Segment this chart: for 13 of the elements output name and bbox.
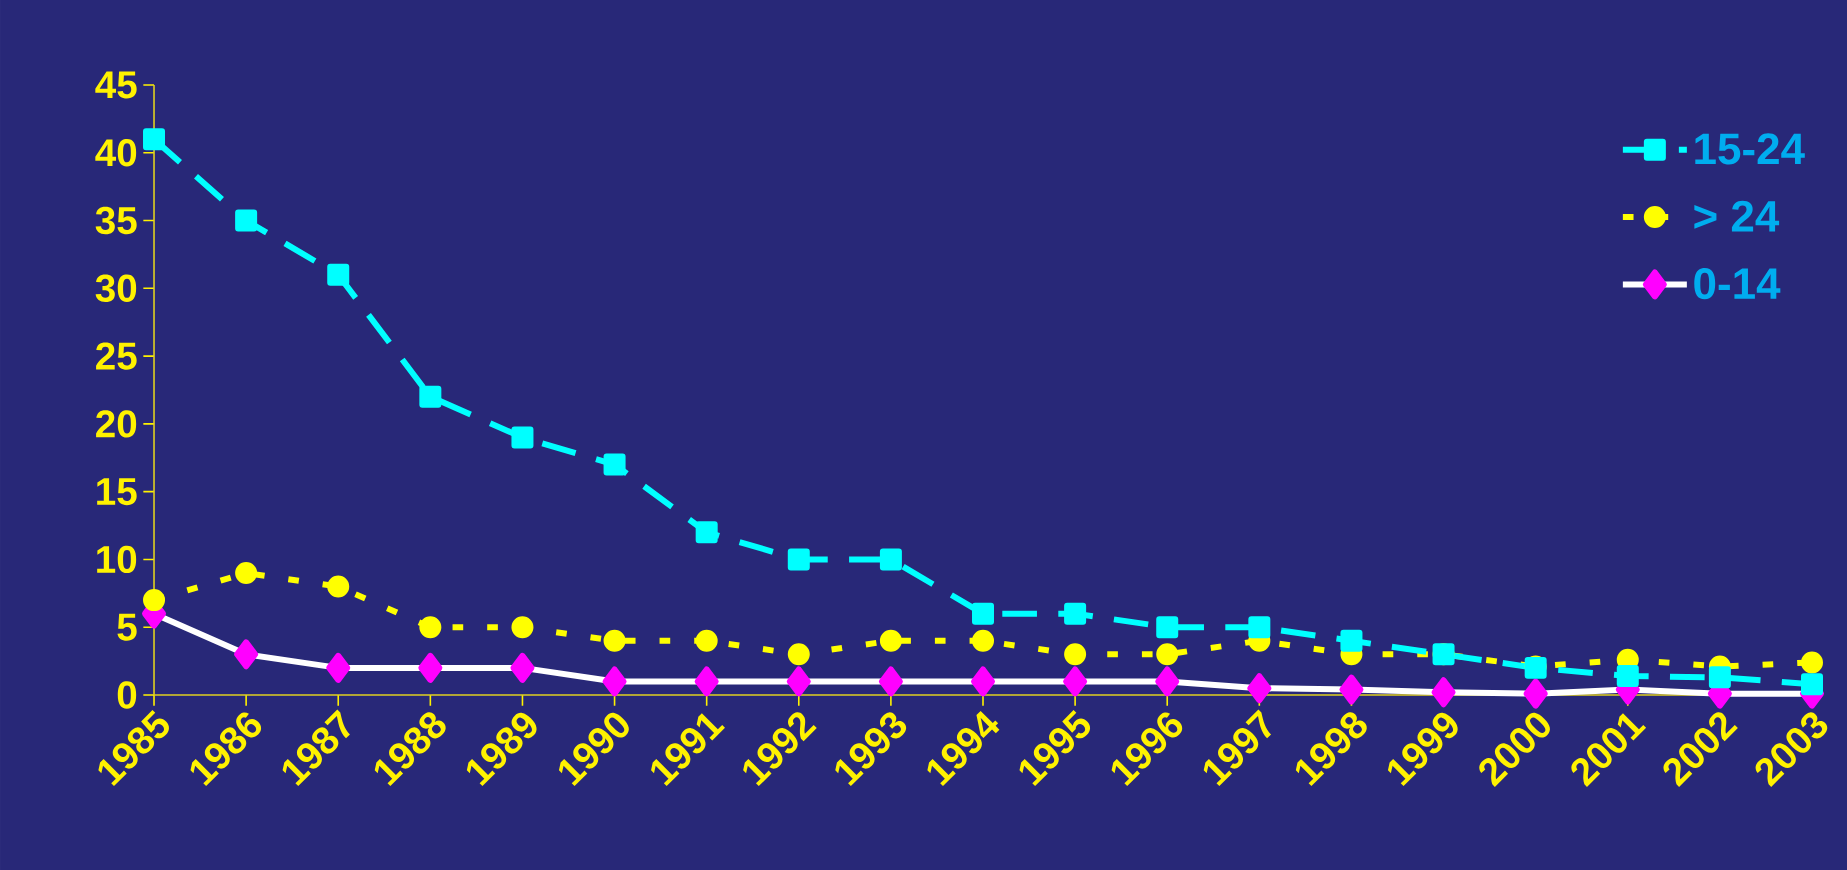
y-tick-label: 30 bbox=[95, 274, 137, 303]
y-tick-label: 35 bbox=[95, 206, 137, 235]
y-tick-label: 25 bbox=[96, 342, 137, 370]
y-tick-label: 5 bbox=[117, 613, 137, 641]
y-tick-label: 40 bbox=[95, 139, 137, 167]
y-tick-label: 0 bbox=[117, 681, 137, 709]
y-tick-label: 15 bbox=[97, 478, 137, 506]
y-tick-label: 45 bbox=[95, 71, 137, 99]
legend-label: 15-24 bbox=[1695, 133, 1805, 165]
legend-label: > 24 bbox=[1694, 200, 1780, 232]
y-tick-label: 10 bbox=[97, 545, 137, 574]
y-tick-label: 20 bbox=[96, 410, 137, 438]
legend-label: 0-14 bbox=[1694, 268, 1781, 300]
